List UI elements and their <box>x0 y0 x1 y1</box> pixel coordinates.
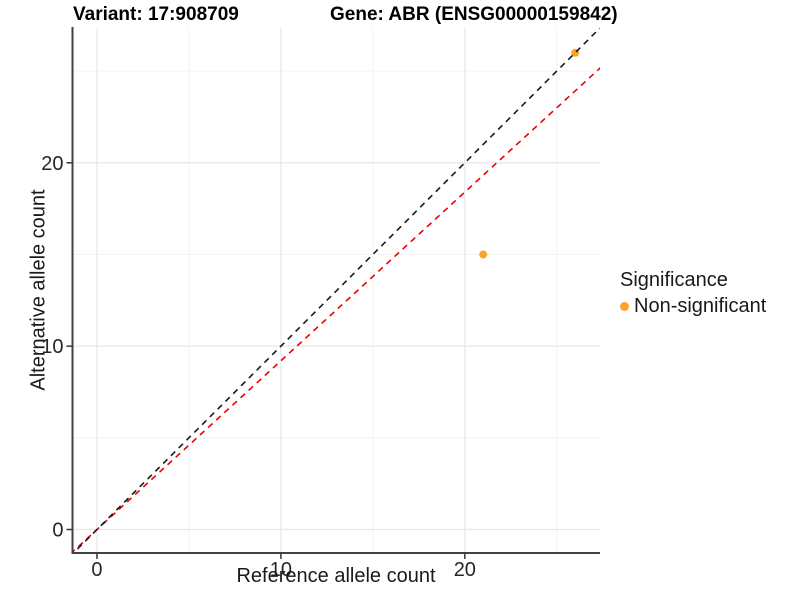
legend-title: Significance <box>620 269 728 291</box>
x-tick-label: 10 <box>270 559 292 581</box>
y-axis-title: Alternative allele count <box>27 189 50 391</box>
legend-item: Non-significant <box>620 295 766 318</box>
x-tick-label: 20 <box>454 559 476 581</box>
data-point <box>479 250 488 259</box>
x-axis-title: Reference allele count <box>236 565 436 587</box>
identity-line <box>72 28 600 553</box>
y-tick-label: 10 <box>41 336 63 358</box>
expected-ratio-line <box>72 67 600 553</box>
data-points <box>479 48 580 259</box>
plot-title-variant: Variant: 17:908709 <box>73 4 239 25</box>
legend-key-dot-icon <box>620 302 629 311</box>
y-tick-label: 0 <box>52 520 63 542</box>
grid-major <box>72 28 600 553</box>
axis-ticks: 0 10 20 0 10 20 <box>41 153 476 581</box>
legend-item-label: Non-significant <box>634 295 767 317</box>
reference-lines <box>72 28 600 553</box>
legend: Significance Non-significant <box>620 269 766 318</box>
grid-minor <box>72 28 600 553</box>
y-tick-label: 20 <box>41 153 63 175</box>
x-tick-label: 0 <box>91 559 102 581</box>
plot-title-gene: Gene: ABR (ENSG00000159842) <box>330 4 618 25</box>
